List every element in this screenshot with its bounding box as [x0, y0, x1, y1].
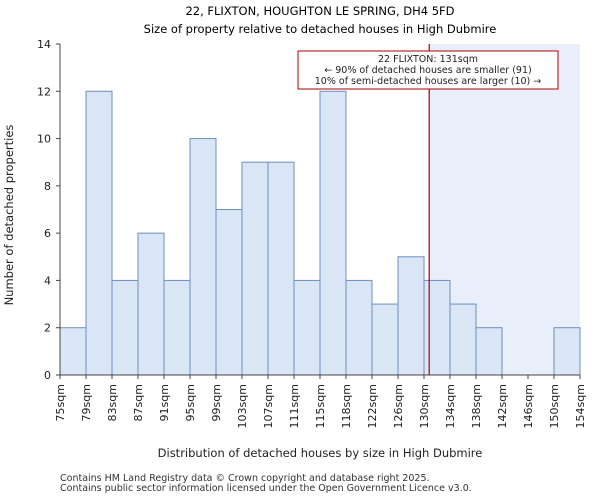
y-tick-label: 10 — [37, 133, 51, 146]
y-tick-label: 0 — [44, 369, 51, 382]
bar-75sqm — [59, 327, 87, 376]
x-tick-label: 154sqm — [574, 384, 587, 428]
x-tick-label: 111sqm — [288, 384, 301, 428]
x-tick-label: 107sqm — [262, 384, 275, 428]
x-tick-label: 122sqm — [366, 384, 379, 428]
x-tick-label: 146sqm — [522, 384, 535, 428]
bar-79sqm — [85, 90, 113, 376]
y-tick-label: 6 — [44, 227, 51, 240]
footer-line-2: Contains public sector information licen… — [60, 483, 472, 494]
bar-99sqm — [215, 209, 243, 376]
bar-103sqm — [241, 161, 269, 376]
x-tick-label: 83sqm — [106, 384, 119, 421]
y-axis-label: Number of detached properties — [2, 125, 16, 306]
x-ticks: 75sqm 79sqm 83sqm 87sqm 91sqm 95sqm 99sqm 103sq… — [54, 375, 587, 428]
y-tick-label: 14 — [37, 38, 51, 51]
x-tick-label: 103sqm — [236, 384, 249, 428]
x-tick-label: 115sqm — [314, 384, 327, 428]
x-axis-label: Distribution of detached houses by size … — [158, 446, 483, 460]
bar-107sqm — [267, 161, 295, 376]
bar-138sqm — [475, 327, 503, 376]
x-tick-label: 142sqm — [496, 384, 509, 428]
bar-83sqm — [111, 279, 139, 376]
chart-title: 22, FLIXTON, HOUGHTON LE SPRING, DH4 5FD — [185, 4, 454, 18]
x-tick-label: 99sqm — [210, 384, 223, 421]
x-tick-label: 75sqm — [54, 384, 67, 421]
y-ticks: 0 2 4 6 8 10 12 14 — [37, 38, 60, 382]
bar-126sqm — [397, 256, 425, 376]
y-tick-label: 12 — [37, 85, 51, 98]
chart-subtitle: Size of property relative to detached ho… — [144, 22, 497, 36]
bar-150sqm — [553, 327, 581, 376]
annotation-box: 22 FLIXTON: 131sqm ← 90% of detached hou… — [297, 50, 559, 90]
y-tick-label: 2 — [44, 322, 51, 335]
annotation-line-1: 22 FLIXTON: 131sqm — [378, 54, 478, 65]
x-tick-label: 150sqm — [548, 384, 561, 428]
x-tick-label: 134sqm — [444, 384, 457, 428]
bar-111sqm — [293, 279, 321, 376]
x-tick-label: 87sqm — [132, 384, 145, 421]
bar-115sqm — [319, 90, 347, 376]
x-tick-label: 126sqm — [392, 384, 405, 428]
x-tick-label: 138sqm — [470, 384, 483, 428]
x-tick-label: 79sqm — [80, 384, 93, 421]
footer-line-1: Contains HM Land Registry data © Crown c… — [60, 473, 430, 484]
x-tick-label: 118sqm — [340, 384, 353, 428]
y-tick-label: 8 — [44, 180, 51, 193]
x-tick-label: 95sqm — [184, 384, 197, 421]
y-tick-label: 4 — [44, 274, 51, 287]
bar-91sqm — [163, 279, 191, 376]
bar-118sqm — [345, 279, 373, 376]
x-tick-label: 91sqm — [158, 384, 171, 421]
bar-87sqm — [137, 232, 165, 376]
bar-95sqm — [189, 138, 217, 376]
bar-130sqm — [423, 279, 451, 376]
x-tick-label: 130sqm — [418, 384, 431, 428]
bar-134sqm — [449, 303, 477, 376]
bar-122sqm — [371, 303, 399, 376]
annotation-line-2: ← 90% of detached houses are smaller (91… — [324, 65, 531, 76]
annotation-line-3: 10% of semi-detached houses are larger (… — [315, 76, 542, 87]
bars — [59, 90, 581, 376]
annotation-border — [297, 50, 559, 90]
